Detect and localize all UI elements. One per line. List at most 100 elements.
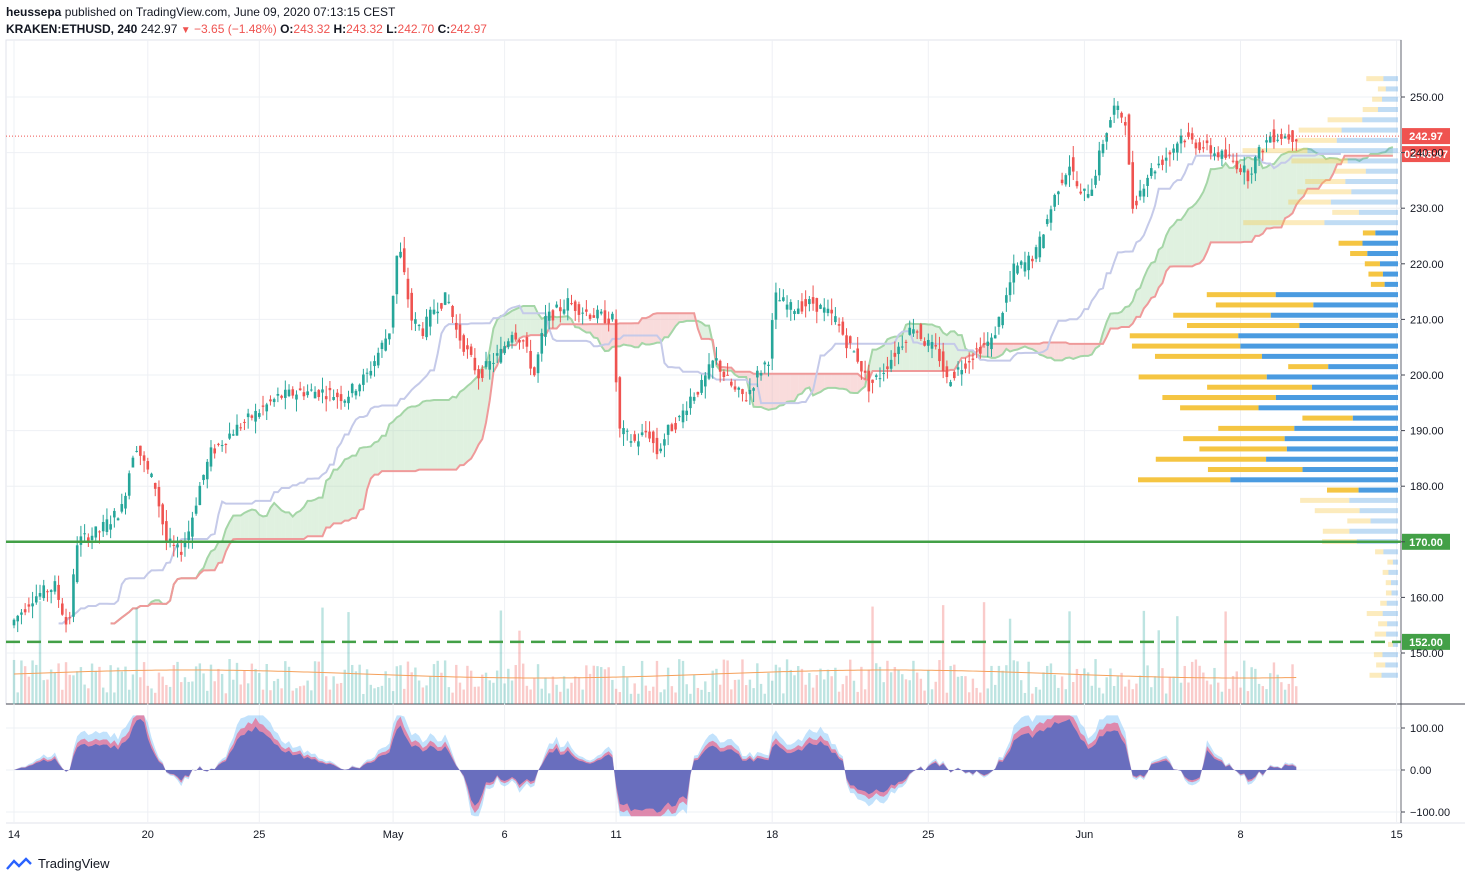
cloud-segment-bull <box>259 514 264 540</box>
volume-bar <box>250 663 254 704</box>
volume-bar <box>655 660 659 704</box>
volume-bar <box>666 667 670 704</box>
candle-body <box>603 310 607 324</box>
y-tick-label: 160.00 <box>1410 592 1444 604</box>
volume-bar <box>328 689 332 704</box>
cloud-segment-bear <box>630 323 635 348</box>
volume-bar <box>622 665 625 704</box>
candle-body <box>68 617 72 619</box>
volume-bar <box>997 665 1001 704</box>
volume-bar <box>339 682 343 704</box>
candle-body <box>165 521 168 542</box>
price-badge-bg <box>1402 128 1450 145</box>
cloud-segment-bull <box>1140 277 1144 317</box>
tradingview-logo-icon <box>6 856 32 870</box>
candle-body <box>1083 188 1086 191</box>
cloud-segment-bull <box>296 510 301 540</box>
candle-body <box>704 375 707 387</box>
profile-bar-yellow <box>1302 415 1353 421</box>
candle-body <box>525 337 529 347</box>
tradingview-branding[interactable]: TradingView <box>6 856 110 871</box>
candle-body <box>503 346 506 354</box>
candle-body <box>1057 191 1060 195</box>
volume-bar <box>510 680 514 704</box>
candle-body <box>120 504 124 512</box>
cloud-segment-bear <box>1050 342 1055 361</box>
author-name[interactable]: heussepa <box>6 5 62 19</box>
volume-bar <box>354 671 358 704</box>
volume-bar <box>503 683 506 704</box>
candle-body <box>94 526 98 538</box>
candle-body <box>1005 295 1008 303</box>
cloud-segment-bear <box>783 373 788 406</box>
volume-bar <box>42 680 45 704</box>
candle-body <box>882 372 885 374</box>
profile-bar-yellow <box>1207 384 1313 390</box>
profile-bar-blue <box>1275 395 1398 401</box>
candle-body <box>1146 177 1149 186</box>
volume-bar <box>113 692 116 704</box>
candle-body <box>964 363 967 369</box>
cloud-segment-bear <box>601 324 605 352</box>
profile-bar-yellow <box>1334 168 1366 174</box>
profile-bar-yellow <box>1326 487 1359 493</box>
candle-body <box>852 351 856 353</box>
volume-bar <box>986 688 989 704</box>
symbol-label[interactable]: KRAKEN:ETHUSD, 240 <box>6 22 138 36</box>
cloud-segment-bull <box>1158 246 1163 288</box>
profile-bar-blue <box>1362 117 1398 123</box>
candle-body <box>856 348 859 362</box>
candle-body <box>1131 162 1135 209</box>
volume-bar <box>927 670 930 704</box>
candle-body <box>1123 122 1127 126</box>
cloud-segment-bull <box>244 511 249 540</box>
candle-body <box>428 309 432 327</box>
volume-bar <box>12 659 16 704</box>
candle-body <box>774 292 778 320</box>
profile-bar-blue <box>1270 312 1398 318</box>
profile-bar-yellow <box>1138 477 1231 483</box>
candle-body <box>1183 140 1187 143</box>
profile-bar-yellow <box>1362 107 1378 113</box>
candle-body <box>834 316 837 323</box>
horizontal-levels[interactable]: 170.00 152.00 242.97 02:46:47 <box>6 128 1450 650</box>
cloud-segment-bull <box>129 608 133 612</box>
cloud-segment-bull <box>136 605 141 609</box>
candle-body <box>469 346 473 355</box>
cloud-segment-bull <box>1247 156 1252 242</box>
candle-body <box>726 374 729 376</box>
candle-body <box>993 335 997 339</box>
y-tick-label: 190.00 <box>1410 426 1444 438</box>
cloud-segment-bear <box>980 343 985 357</box>
candle-body <box>1049 209 1053 223</box>
candle-body <box>12 619 16 626</box>
volume-bar <box>306 680 309 704</box>
volume-bar <box>176 661 179 704</box>
cloud-segment-bull <box>433 400 438 470</box>
volume-bar <box>982 602 986 704</box>
cloud-segment-bull <box>1195 198 1200 265</box>
profile-bar-yellow <box>1297 189 1352 195</box>
candle-body <box>822 307 826 313</box>
candle-body <box>168 538 172 543</box>
profile-bar-blue <box>1328 364 1398 370</box>
candle-body <box>1075 181 1079 187</box>
volume-bar <box>1120 672 1123 704</box>
volume-bar <box>432 664 436 704</box>
profile-bar-yellow <box>1300 497 1350 503</box>
cloud-segment-bear <box>586 324 591 333</box>
cloud-segment-bull <box>1255 159 1260 236</box>
cloud-segment-bull <box>326 478 330 528</box>
volume-bar <box>165 684 168 704</box>
cloud-segment-bull <box>1266 164 1271 229</box>
candle-body <box>837 324 841 326</box>
profile-bar-yellow <box>1362 230 1376 236</box>
cloud-segment-bull <box>883 339 888 371</box>
profile-bar-blue <box>1384 281 1398 287</box>
volume-bar <box>718 684 722 704</box>
cloud-segment-bull <box>946 331 951 371</box>
cloud-segment-bear <box>683 313 687 322</box>
profile-bar-yellow <box>1162 395 1276 401</box>
profile-bar-blue <box>1370 518 1398 524</box>
